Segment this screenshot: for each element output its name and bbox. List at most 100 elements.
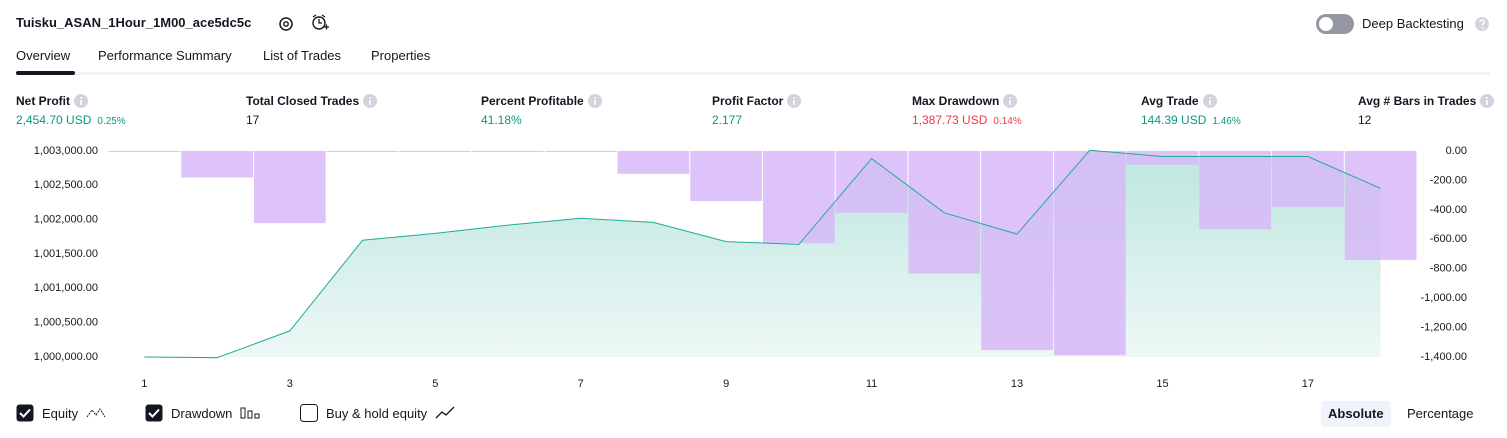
legend-glyph [435, 406, 455, 419]
chart: 1,000,000.00 1,000,500.00 1,001,000.00 1,00… [34, 145, 1467, 390]
tab[interactable]: Overview [16, 48, 71, 63]
tab[interactable]: Performance Summary [98, 48, 232, 63]
drawdown-bar [108, 151, 181, 152]
legend-control[interactable]: Buy & hold equity [300, 404, 455, 422]
checkbox[interactable] [16, 404, 34, 422]
y2-tick-label: -600.00 [1430, 233, 1467, 245]
y2-tick-label: -200.00 [1430, 174, 1467, 186]
y-tick-label: 1,002,500.00 [34, 179, 98, 191]
y-tick-label: 1,000,000.00 [34, 351, 98, 363]
metric-label: Max Drawdown [912, 94, 1018, 108]
metric-label-text: Total Closed Trades [246, 94, 360, 108]
metric-value: 17 [246, 113, 259, 127]
drawdown-bar [399, 151, 472, 152]
metric-value-text: 144.39 USD [1141, 113, 1207, 127]
legend-glyph [240, 407, 260, 419]
settings-icon[interactable] [276, 14, 296, 34]
metric-label: Total Closed Trades [246, 94, 378, 108]
help-icon[interactable] [1474, 16, 1490, 32]
legend-glyph [86, 408, 106, 418]
equity-area [144, 150, 1381, 358]
metric-label-text: Max Drawdown [912, 94, 1000, 108]
metric-value: 2,454.70 USD 0.25% [16, 113, 126, 127]
metric-percent: 1.46% [1212, 116, 1241, 127]
drawdown-bar [617, 151, 690, 174]
y-tick-label: 1,002,000.00 [34, 214, 98, 226]
metric-value-text: 2.177 [712, 113, 743, 127]
legend-label: Equity [42, 405, 79, 421]
metric-value-text: 41.18% [481, 113, 522, 127]
y2-tick-label: -1,200.00 [1421, 321, 1467, 333]
metric-value: 12 [1358, 113, 1371, 127]
y2-tick-label: 0.00 [1446, 145, 1467, 157]
checkbox[interactable] [145, 404, 163, 422]
drawdown-bar [1199, 151, 1272, 230]
info-icon[interactable] [1202, 94, 1217, 108]
drawdown-bar [981, 151, 1053, 351]
legend-control[interactable]: Equity [16, 404, 106, 422]
x-tick-label: 13 [1011, 378, 1023, 390]
checkbox[interactable] [300, 404, 318, 422]
metric-value-text: 12 [1358, 113, 1372, 127]
drawdown-bar [690, 151, 762, 202]
x-tick-label: 1 [141, 378, 147, 390]
equity-line [144, 149, 1381, 359]
metric-label: Profit Factor [712, 94, 802, 108]
x-tick-label: 7 [578, 378, 584, 390]
y2-tick-label: -400.00 [1430, 204, 1467, 216]
metric-value: 144.39 USD 1.46% [1141, 113, 1241, 127]
metric-value: 41.18% [481, 113, 522, 127]
info-icon[interactable] [74, 94, 88, 108]
metric-value-text: 17 [246, 113, 260, 127]
metric-label: Net Profit [16, 94, 88, 108]
x-tick-label: 9 [723, 378, 729, 390]
x-tick-label: 17 [1302, 378, 1314, 390]
y-tick-label: 1,001,500.00 [34, 248, 98, 260]
drawdown-bar [472, 151, 544, 152]
view-mode-button[interactable]: Absolute [1321, 401, 1391, 427]
active-tab-indicator [16, 71, 75, 75]
drawdown-bar [763, 151, 835, 244]
metric-label: Avg Trade [1141, 94, 1217, 108]
metric-value: 2.177 [712, 113, 742, 127]
drawdown-bar [1272, 151, 1344, 207]
y-tick-label: 1,003,000.00 [34, 145, 98, 157]
drawdown-bar [253, 151, 326, 224]
tab-divider [16, 72, 1490, 75]
info-icon[interactable] [587, 94, 602, 108]
legend-label: Buy & hold equity [326, 405, 428, 421]
metric-label-text: Profit Factor [712, 94, 784, 108]
metric-label-text: Avg Trade [1141, 94, 1199, 108]
info-icon[interactable] [1003, 94, 1018, 108]
strategy-title: Tuisku_ASAN_1Hour_1M00_ace5dc5c [16, 15, 252, 30]
metric-label-text: Percent Profitable [481, 94, 584, 108]
info-icon[interactable] [363, 94, 378, 108]
metric-label: Avg # Bars in Trades [1358, 94, 1495, 108]
x-tick-label: 11 [866, 378, 877, 390]
drawdown-bar [326, 151, 399, 152]
metric-percent: 0.14% [993, 116, 1022, 127]
tab[interactable]: List of Trades [263, 48, 342, 63]
tab[interactable]: Properties [371, 48, 431, 63]
x-tick-label: 15 [1156, 378, 1168, 390]
y2-tick-label: -1,400.00 [1421, 351, 1467, 363]
drawdown-bar [181, 151, 253, 178]
deep-backtesting-toggle[interactable] [1316, 14, 1354, 34]
y2-tick-label: -800.00 [1430, 263, 1467, 275]
info-icon[interactable] [1480, 94, 1495, 108]
y-tick-label: 1,000,500.00 [34, 317, 98, 329]
metric-value: 1,387.73 USD 0.14% [912, 113, 1022, 127]
x-tick-label: 5 [432, 378, 438, 390]
drawdown-bar [1053, 151, 1126, 356]
alert-icon[interactable] [310, 13, 330, 33]
drawdown-bar [1126, 151, 1199, 165]
info-icon[interactable] [787, 94, 802, 108]
drawdown-bar [835, 151, 908, 213]
view-mode-button[interactable]: Percentage [1407, 406, 1474, 421]
y-tick-label: 1,001,000.00 [34, 282, 98, 294]
metric-label-text: Net Profit [16, 94, 70, 108]
metric-label-text: Avg # Bars in Trades [1358, 94, 1477, 108]
legend-control[interactable]: Drawdown [145, 404, 260, 422]
metric-value-text: 2,454.70 USD [16, 113, 92, 127]
